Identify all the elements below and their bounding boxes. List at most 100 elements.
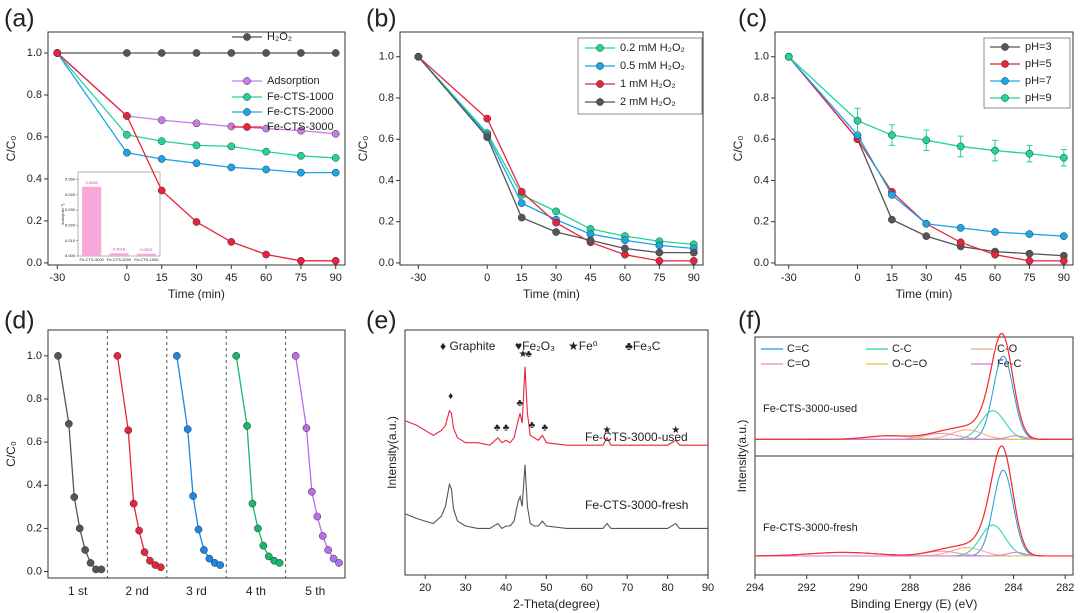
legend-marker: [596, 44, 604, 52]
data-point: [194, 525, 203, 534]
inset-category: Fe-CTS-2000: [107, 257, 132, 262]
y-tick-label: 0.6: [379, 133, 394, 145]
x-tick-label: 75: [295, 272, 307, 284]
peak-marker: ♣: [525, 349, 532, 360]
series-line: [294, 355, 340, 564]
data-point: [123, 112, 131, 120]
data-point: [157, 155, 166, 163]
legend-marker: [243, 108, 251, 116]
inset-y-title: kobs(min⁻¹): [60, 203, 65, 225]
inset-y-tick-label: 0.020: [65, 223, 76, 228]
legend-label: Fe-CTS-1000: [267, 91, 334, 103]
x-tick-label: 30: [459, 582, 471, 594]
inset-y-tick-label: 0.000: [65, 253, 76, 258]
data-point: [414, 52, 423, 61]
x-tick-label: 60: [619, 272, 631, 284]
data-point: [552, 218, 560, 227]
x-tick-label: 40: [500, 582, 512, 594]
series-label: Fe-CTS-3000-fresh: [585, 498, 688, 512]
data-point: [324, 546, 332, 554]
data-point: [1025, 230, 1034, 238]
x-tick-label: 70: [621, 582, 633, 594]
plot-frame: [404, 329, 709, 576]
x-tick-label: 20: [419, 582, 431, 594]
data-point: [956, 238, 965, 247]
x-tick-label: 45: [955, 272, 967, 284]
y-axis-title: C/C₀: [4, 441, 18, 467]
x-tick-label: 45: [584, 272, 596, 284]
inset-y-tick-label: 0.050: [65, 177, 76, 182]
data-point: [586, 236, 595, 245]
x-tick-label: 294: [746, 582, 764, 594]
data-point: [329, 554, 338, 563]
legend-marker: [596, 62, 604, 70]
data-point: [135, 526, 143, 535]
x-axis-title: Binding Energy (E) (eV): [851, 597, 978, 611]
peak-marker: ★: [671, 425, 680, 436]
legend-label: pH=7: [1025, 75, 1052, 87]
legend-label: C=O: [787, 358, 810, 370]
panel-label: (a): [4, 5, 35, 33]
y-tick-label: 0.2: [754, 216, 769, 228]
inset-category: Fe-CTS-3000: [80, 257, 105, 262]
legend-label: Fe-CTS-3000: [267, 121, 334, 133]
data-point: [192, 159, 201, 168]
data-point: [259, 541, 268, 550]
legend-marker: [596, 98, 604, 106]
plot-frame: [399, 31, 704, 266]
plot-frame: [47, 329, 346, 579]
series-line: [788, 56, 1064, 262]
x-tick-label: 75: [1023, 272, 1035, 284]
data-point: [302, 424, 311, 432]
legend-label: ♥Fe₂O₃: [515, 339, 555, 353]
inset-bar: [82, 186, 102, 256]
y-tick-label: 0.8: [27, 89, 42, 101]
data-point: [232, 352, 241, 360]
y-tick-label: 0.4: [27, 479, 42, 491]
data-point: [157, 116, 166, 125]
x-tick-label: 292: [798, 582, 816, 594]
data-point: [888, 215, 896, 224]
panel-label: (b): [366, 5, 397, 33]
peak-marker: ♣: [503, 423, 510, 434]
legend-marker: [243, 123, 251, 131]
x-tick-label: -30: [781, 272, 797, 284]
data-point: [621, 236, 629, 245]
series-line: [56, 52, 336, 262]
series-line: [788, 56, 1064, 237]
legend-label: 0.5 mM H₂O₂: [620, 60, 685, 72]
data-point: [1059, 232, 1068, 240]
legend-label: H₂O₂: [267, 31, 292, 43]
inset-y-tick-label: 0.030: [65, 207, 76, 212]
data-point: [297, 49, 305, 57]
inset-bar: [136, 253, 156, 256]
data-point: [157, 137, 166, 146]
legend-marker: [243, 33, 251, 41]
data-point: [189, 492, 197, 500]
data-point: [81, 546, 89, 554]
inset-y-tick-label: 0.040: [65, 192, 76, 197]
data-point: [853, 116, 862, 125]
data-point: [655, 257, 664, 265]
data-point: [922, 219, 931, 228]
legend-box: [577, 37, 703, 115]
x-axis-title: Time (min): [523, 287, 580, 301]
y-tick-label: 1.0: [27, 350, 42, 362]
data-point: [192, 119, 201, 128]
spectrum-line: [404, 464, 708, 530]
data-point: [689, 248, 698, 257]
data-point: [113, 352, 122, 360]
y-tick-label: 0.4: [754, 174, 769, 186]
data-point: [86, 559, 95, 567]
y-axis-title: C/C₀: [731, 136, 745, 162]
legend-label: O-C=O: [892, 358, 928, 370]
data-point: [262, 49, 270, 57]
y-tick-label: 1.0: [754, 51, 769, 63]
x-axis-title: Time (min): [168, 287, 225, 301]
data-point: [123, 148, 131, 157]
data-point: [517, 199, 526, 207]
inset-category: Fe-CTS-1000: [134, 257, 159, 262]
data-point: [331, 129, 340, 138]
component-peak: [755, 469, 1073, 557]
data-point: [956, 142, 965, 151]
